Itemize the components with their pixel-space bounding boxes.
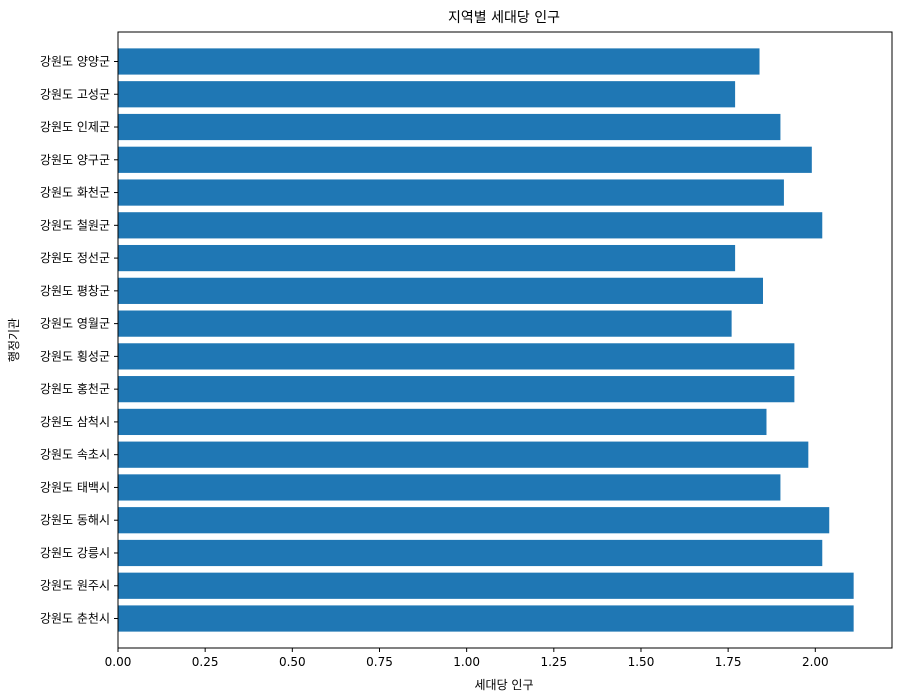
- y-tick-label: 강원도 횡성군: [40, 349, 110, 363]
- bars-group: [118, 48, 854, 631]
- y-tick-label: 강원도 철원군: [40, 218, 110, 232]
- bar: [118, 442, 808, 468]
- y-tick-label: 강원도 화천군: [40, 185, 110, 200]
- y-tick-label: 강원도 원주시: [40, 579, 110, 593]
- x-tick-label: 0.75: [366, 655, 393, 669]
- y-tick-label: 강원도 양양군: [40, 54, 110, 68]
- bar: [118, 376, 794, 402]
- x-tick-label: 2.00: [802, 655, 829, 669]
- bar: [118, 81, 735, 107]
- y-tick-label: 강원도 강릉시: [40, 546, 110, 560]
- x-tick-label: 0.00: [105, 655, 132, 669]
- bar: [118, 605, 854, 631]
- y-tick-label: 강원도 태백시: [40, 480, 110, 494]
- bar: [118, 474, 780, 500]
- x-tick-label: 0.50: [279, 655, 306, 669]
- y-tick-label: 강원도 인제군: [40, 120, 110, 134]
- x-axis: 0.00 0.25 0.50 0.75 1.00 1.25 1.50 1.75 2.00: [105, 648, 829, 669]
- bar: [118, 179, 784, 205]
- bar: [118, 114, 780, 140]
- bar: [118, 573, 854, 599]
- chart-title: 지역별 세대당 인구: [448, 10, 560, 26]
- y-tick-label: 강원도 춘천시: [40, 611, 110, 626]
- x-tick-label: 1.75: [715, 655, 742, 669]
- y-tick-label: 강원도 동해시: [40, 513, 110, 527]
- bar: [118, 147, 812, 173]
- y-tick-label: 강원도 평창군: [40, 284, 110, 298]
- bar: [118, 311, 732, 337]
- bar: [118, 48, 760, 74]
- x-axis-label: 세대당 인구: [474, 678, 533, 692]
- y-tick-label: 강원도 정선군: [40, 251, 110, 265]
- y-axis-label: 행정기관: [6, 318, 21, 362]
- bar: [118, 540, 822, 566]
- y-axis: 강원도 춘천시 강원도 원주시 강원도 강릉시 강원도 동해시 강원도 태백시 강원도 속…: [40, 54, 118, 625]
- x-tick-label: 1.00: [453, 655, 480, 669]
- bar: [118, 343, 794, 369]
- y-tick-label: 강원도 고성군: [40, 87, 110, 101]
- y-tick-label: 강원도 홍천군: [40, 381, 110, 396]
- y-tick-label: 강원도 영월군: [40, 317, 110, 331]
- x-tick-label: 0.25: [192, 655, 219, 669]
- bar: [118, 278, 763, 304]
- x-tick-label: 1.25: [540, 655, 567, 669]
- x-tick-label: 1.50: [628, 655, 655, 669]
- bar: [118, 409, 766, 435]
- bar: [118, 507, 829, 533]
- y-tick-label: 강원도 속초시: [40, 448, 110, 462]
- bar: [118, 245, 735, 271]
- y-tick-label: 강원도 삼척시: [40, 415, 110, 429]
- y-tick-label: 강원도 양구군: [40, 153, 110, 167]
- bar: [118, 212, 822, 238]
